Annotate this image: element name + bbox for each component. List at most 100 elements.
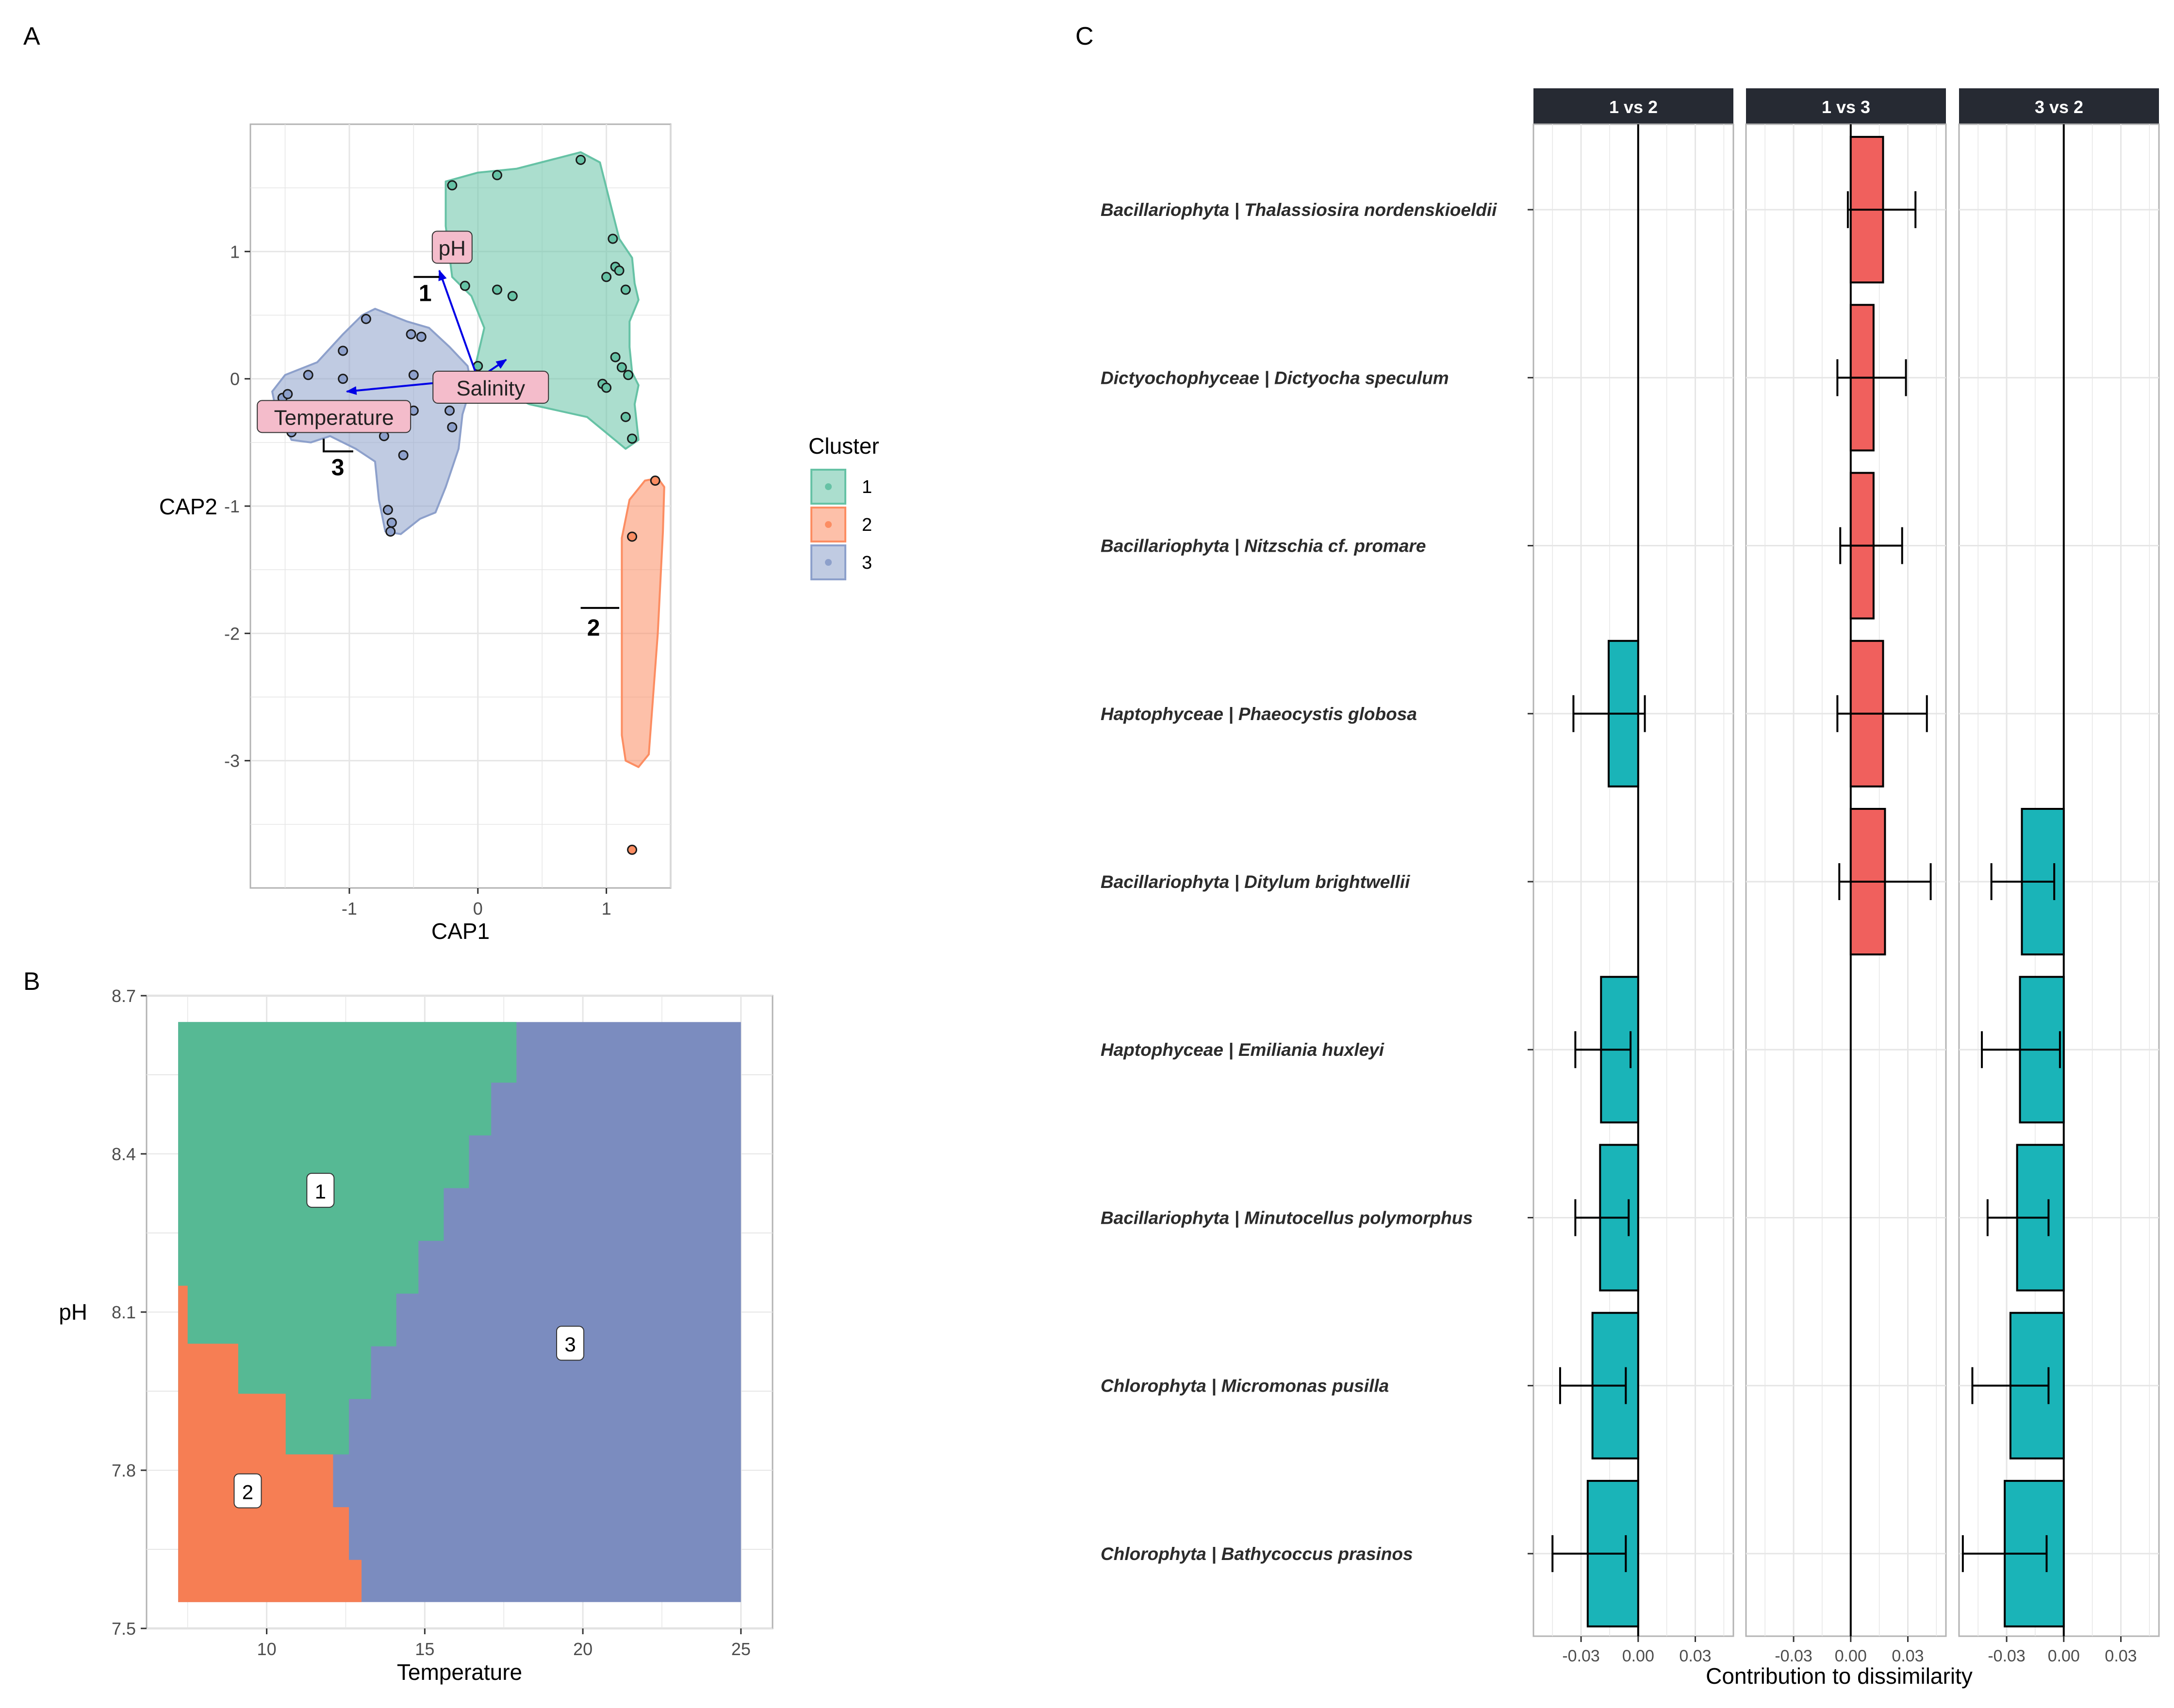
panel-label-a: A <box>23 22 40 50</box>
cluster-1-point <box>620 411 631 422</box>
x-tick-label: 0.00 <box>2048 1647 2080 1665</box>
legend-key-dot <box>825 559 832 566</box>
cluster-label: 1 <box>419 280 432 306</box>
x-tick-label: 10 <box>257 1639 277 1659</box>
cluster-1-point <box>492 170 502 181</box>
facet-strip <box>1959 88 2159 124</box>
vector-label-box <box>257 400 412 433</box>
cluster-prediction-map: 123 10 15 20 257.57.88.18.48.7 Temperature … <box>59 986 774 1685</box>
y-tick-label: 8.7 <box>112 986 136 1006</box>
region-label-box <box>306 1173 335 1208</box>
cluster-1-point <box>616 362 627 373</box>
x-tick-label: 0.03 <box>2105 1647 2137 1665</box>
cluster-3-point <box>282 389 293 399</box>
cluster-3-point <box>385 526 396 537</box>
cluster-1-point <box>620 284 631 295</box>
cluster-legend: Cluster 1 2 3 <box>808 433 879 580</box>
cluster-1-point <box>460 280 470 291</box>
taxon-label: Bacillariophyta | Minutocellus polymorph… <box>1101 1208 1473 1228</box>
x-tick-label: 15 <box>415 1639 434 1659</box>
facet-1-vs-2: 1 vs 2 -0.03 0.00 0.03 <box>1528 88 1734 1665</box>
cluster-labels: 1 2 3 <box>323 276 620 641</box>
legend-label: 2 <box>862 515 872 535</box>
cluster-3-point <box>408 370 419 380</box>
legend-title: Cluster <box>808 433 879 459</box>
legend-label: 1 <box>862 477 872 497</box>
x-tick-label: -0.03 <box>1562 1647 1600 1665</box>
region-label-box <box>556 1326 585 1361</box>
cluster-3-point <box>361 313 371 324</box>
cluster-3-point <box>386 517 397 528</box>
facet-3-vs-2: 3 vs 2 -0.03 0.00 0.03 <box>1958 88 2160 1665</box>
cluster-1-point <box>601 382 612 393</box>
dissimilarity-contribution-chart: Bacillariophyta | Thalassiosira nordensk… <box>1101 88 2160 1689</box>
cluster-3-point <box>382 505 393 515</box>
x-tick-label: -0.03 <box>1988 1647 2026 1665</box>
vector-label: pH <box>439 236 466 260</box>
cluster-1-point <box>601 272 612 282</box>
facet-title: 1 vs 3 <box>1822 97 1870 117</box>
y-tick-label: 0 <box>230 369 240 389</box>
region-label: 1 <box>315 1180 326 1203</box>
taxon-label: Bacillariophyta | Thalassiosira nordensk… <box>1101 200 1497 220</box>
cluster-3-point <box>398 450 409 460</box>
x-tick-label: 0.00 <box>1622 1647 1654 1665</box>
cluster-3-point <box>303 370 313 380</box>
cluster-1-point <box>576 154 586 165</box>
y-tick-label: -3 <box>224 751 240 771</box>
cluster-3-point <box>406 329 416 340</box>
taxon-label: Bacillariophyta | Ditylum brightwellii <box>1101 872 1410 892</box>
taxon-label: Bacillariophyta | Nitzschia cf. promare <box>1101 536 1426 556</box>
y-tick-label: 1 <box>230 242 240 262</box>
cluster-3-point <box>338 345 348 356</box>
taxon-label: Dictyochophyceae | Dictyocha speculum <box>1101 368 1449 388</box>
cluster-1-region <box>178 1022 517 1455</box>
vector-label-box <box>431 230 473 264</box>
plot-a-grid <box>250 124 671 888</box>
cluster-2-region <box>178 1285 362 1602</box>
plot-a-xlabel: CAP1 <box>431 919 490 944</box>
cluster-label: 3 <box>331 455 345 481</box>
plot-a-ylabel: CAP2 <box>159 494 217 519</box>
plot-c-xlabel: Contribution to dissimilarity <box>1706 1663 1973 1689</box>
cluster-3-point <box>338 374 348 384</box>
cluster-2-point <box>627 531 638 542</box>
cluster-3-point <box>416 331 427 342</box>
y-tick-label: -2 <box>224 624 240 643</box>
y-tick-label: 7.8 <box>112 1461 136 1480</box>
cluster-1-point <box>610 352 621 362</box>
plot-b-xlabel: Temperature <box>397 1659 522 1685</box>
region-label: 3 <box>564 1333 576 1356</box>
taxon-labels: Bacillariophyta | Thalassiosira nordensk… <box>1101 200 1497 1564</box>
cluster-1-point <box>623 370 634 380</box>
legend-key-dot <box>825 483 832 490</box>
vector-label-box <box>432 371 549 404</box>
taxon-label: Chlorophyta | Micromonas pusilla <box>1101 1376 1389 1396</box>
facet-title: 3 vs 2 <box>2035 97 2083 117</box>
facet-1-vs-3: 1 vs 3 -0.03 0.00 0.03 <box>1745 88 1947 1665</box>
taxon-label: Haptophyceae | Emiliania huxleyi <box>1101 1040 1384 1060</box>
vector-arrow-ph <box>438 269 479 379</box>
taxon-label: Chlorophyta | Bathycoccus prasinos <box>1101 1544 1413 1564</box>
facet-strip <box>1533 88 1733 124</box>
x-tick-label: 20 <box>573 1639 593 1659</box>
environment-vectors: pH Salinity Temperature <box>257 230 549 433</box>
panel-label-b: B <box>23 968 40 996</box>
plot-a-axes: -1 0 1 1 0 -1 -2 -3 <box>224 242 611 919</box>
cluster-3-point <box>444 405 455 416</box>
x-tick-label: 0.03 <box>1892 1647 1924 1665</box>
cluster-3-point <box>447 422 458 432</box>
x-tick-label: 0 <box>473 899 483 919</box>
cluster-label: 2 <box>587 615 600 641</box>
y-tick-label: -1 <box>224 496 240 516</box>
cluster-regions <box>178 1022 741 1602</box>
x-tick-label: 0.00 <box>1835 1647 1867 1665</box>
legend-key-3 <box>810 544 846 580</box>
cluster-3-point <box>379 431 389 442</box>
region-label-box <box>233 1473 262 1509</box>
cluster-1-point <box>627 433 638 444</box>
facet-panel <box>1745 123 1947 1637</box>
cluster-2-point <box>627 844 638 855</box>
x-tick-label: -0.03 <box>1775 1647 1812 1665</box>
